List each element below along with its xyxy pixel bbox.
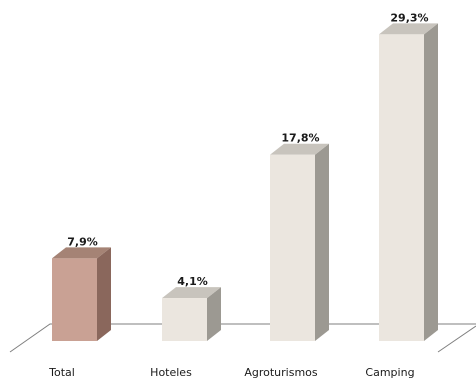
- floor-line: [9, 323, 476, 353]
- bar-top: [162, 287, 221, 299]
- category-label: Total: [48, 366, 75, 379]
- value-label: 7,9%: [67, 235, 98, 248]
- bar-camping: [379, 23, 438, 342]
- bar-agroturismos: [270, 143, 329, 341]
- bar-hoteles: [162, 287, 221, 341]
- bar-side: [97, 247, 111, 341]
- chart-category-labels: Total Hoteles Agroturismos Camping: [48, 366, 414, 379]
- bar-side: [315, 143, 329, 341]
- bar-side: [424, 23, 438, 342]
- chart-bars: [52, 23, 438, 342]
- bar-top: [379, 23, 438, 35]
- bar-front: [52, 258, 97, 341]
- bar-front: [270, 154, 315, 341]
- bar-top: [52, 247, 111, 259]
- chart-value-labels: 7,9% 4,1% 17,8% 29,3%: [67, 11, 428, 288]
- bar-top: [270, 143, 329, 155]
- floor-edge-line: [437, 325, 476, 353]
- value-label: 29,3%: [390, 11, 428, 24]
- value-label: 4,1%: [177, 275, 208, 288]
- bar-total: [52, 247, 111, 341]
- bar-side: [207, 287, 221, 341]
- category-label: Hoteles: [150, 366, 192, 379]
- bar-front: [379, 34, 424, 342]
- category-label: Camping: [365, 366, 414, 379]
- category-label: Agroturismos: [244, 366, 318, 379]
- value-label: 17,8%: [281, 132, 319, 145]
- bar-front: [162, 298, 207, 341]
- chart-floor: [9, 323, 476, 353]
